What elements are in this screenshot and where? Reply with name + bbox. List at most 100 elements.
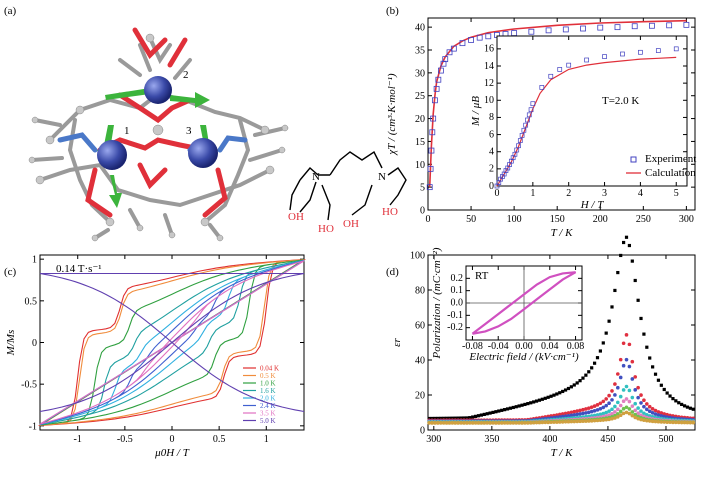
dielectric-point: [627, 388, 632, 393]
dielectric-point: [636, 298, 640, 302]
dielectric-point: [607, 409, 611, 413]
dielectric-point: [691, 407, 695, 411]
atom-label-2: 2: [183, 69, 189, 81]
x-axis-label: H / T: [580, 199, 605, 211]
dielectric-point: [586, 410, 591, 415]
y-tick-label: 0: [489, 181, 494, 192]
dielectric-point: [671, 397, 675, 401]
dielectric-point: [508, 406, 513, 410]
dielectric-point: [601, 341, 605, 345]
x-axis-label: μ0H / T: [154, 447, 190, 459]
dielectric-point: [624, 397, 629, 401]
dielectric-point: [607, 417, 611, 422]
dielectric-point: [636, 395, 640, 400]
dielectric-point: [598, 412, 603, 417]
dielectric-point: [639, 417, 643, 422]
dielectric-point: [610, 398, 614, 402]
dielectric-point: [589, 419, 594, 423]
experiment-point: [649, 22, 655, 29]
dielectric-point: [517, 404, 521, 408]
dielectric-point: [624, 357, 629, 362]
dielectric-point: [575, 409, 579, 413]
experiment-point: [442, 56, 449, 63]
ligand-oh1: OH: [288, 211, 304, 223]
dielectric-point: [578, 408, 582, 413]
dielectric-point: [642, 418, 646, 423]
y-tick-label: -0.2: [447, 322, 463, 333]
x-tick-label: 3: [602, 188, 607, 199]
y-tick-label: 35: [415, 46, 425, 57]
dielectric-point: [558, 391, 562, 395]
dielectric-point: [427, 421, 431, 425]
dielectric-point: [529, 401, 533, 405]
dielectric-point: [511, 405, 515, 410]
dielectric-point: [630, 404, 635, 408]
dielectric-point: [618, 403, 623, 408]
dielectric-point: [621, 341, 626, 346]
dielectric-point: [488, 411, 492, 415]
y-tick-label: 10: [484, 95, 494, 106]
dielectric-point: [494, 410, 498, 414]
dielectric-point: [552, 420, 556, 424]
dielectric-point: [450, 416, 454, 420]
x-tick-label: 1: [530, 188, 535, 199]
dielectric-point: [569, 385, 573, 389]
dielectric-point: [642, 404, 646, 409]
dielectric-point: [555, 392, 559, 396]
dielectric-point: [561, 389, 565, 394]
panel-a: (a): [4, 5, 407, 242]
panel-a-label: (a): [4, 5, 17, 17]
dielectric-point: [584, 411, 588, 415]
dielectric-point: [438, 421, 443, 425]
dielectric-point: [595, 403, 600, 407]
dielectric-point: [459, 421, 463, 425]
dielectric-point: [659, 420, 664, 424]
dielectric-point: [563, 411, 568, 416]
panel-c: (c) -1 -0.5 0 0.5 1 -1 -0.5 0 0.5 1 μ0H / T M/Ms 0.1…: [4, 254, 307, 459]
dielectric-point: [651, 365, 655, 369]
dielectric-point: [604, 410, 608, 415]
dielectric-point: [653, 372, 658, 376]
dielectric-point: [618, 357, 623, 362]
dielectric-point: [604, 331, 608, 335]
dielectric-point: [589, 405, 594, 409]
dielectric-point: [604, 417, 608, 422]
dielectric-point: [491, 421, 495, 425]
dielectric-point: [656, 413, 661, 417]
x-tick-label: 0.08: [567, 341, 585, 352]
y-tick-label: 8: [489, 112, 494, 123]
dielectric-point: [682, 404, 687, 408]
x-tick-label: 350: [484, 434, 499, 445]
dielectric-point: [618, 375, 623, 380]
experiment-point: [580, 25, 586, 32]
dielectric-point: [532, 400, 536, 404]
atom-label-3: 3: [186, 125, 192, 137]
polarization-loop: [471, 271, 577, 335]
y-tick-label: -0.1: [447, 310, 463, 321]
dielectric-point: [479, 421, 484, 425]
dielectric-point: [616, 385, 620, 390]
dielectric-point: [630, 359, 635, 364]
experiment-point: [435, 76, 442, 83]
dielectric-point: [642, 332, 646, 336]
dielectric-point: [647, 419, 652, 423]
dielectric-point: [607, 393, 611, 398]
dielectric-point: [473, 421, 478, 425]
dielectric-point: [450, 421, 455, 425]
x-tick-label: 0.5: [213, 434, 226, 445]
y-tick-label: 100: [410, 251, 425, 262]
x-tick-label: -0.08: [462, 341, 483, 352]
dielectric-point: [691, 420, 696, 425]
x-tick-label: 100: [507, 214, 522, 225]
y-tick-label: 12: [484, 78, 494, 89]
inset-experiment-point: [557, 67, 563, 72]
dielectric-point: [465, 421, 469, 425]
dielectric-point: [578, 379, 582, 383]
dielectric-point: [503, 408, 507, 412]
x-tick-label: 0.00: [515, 341, 533, 352]
dielectric-point: [557, 420, 562, 424]
y-tick-label: 40: [415, 356, 425, 367]
dielectric-point: [563, 414, 568, 418]
